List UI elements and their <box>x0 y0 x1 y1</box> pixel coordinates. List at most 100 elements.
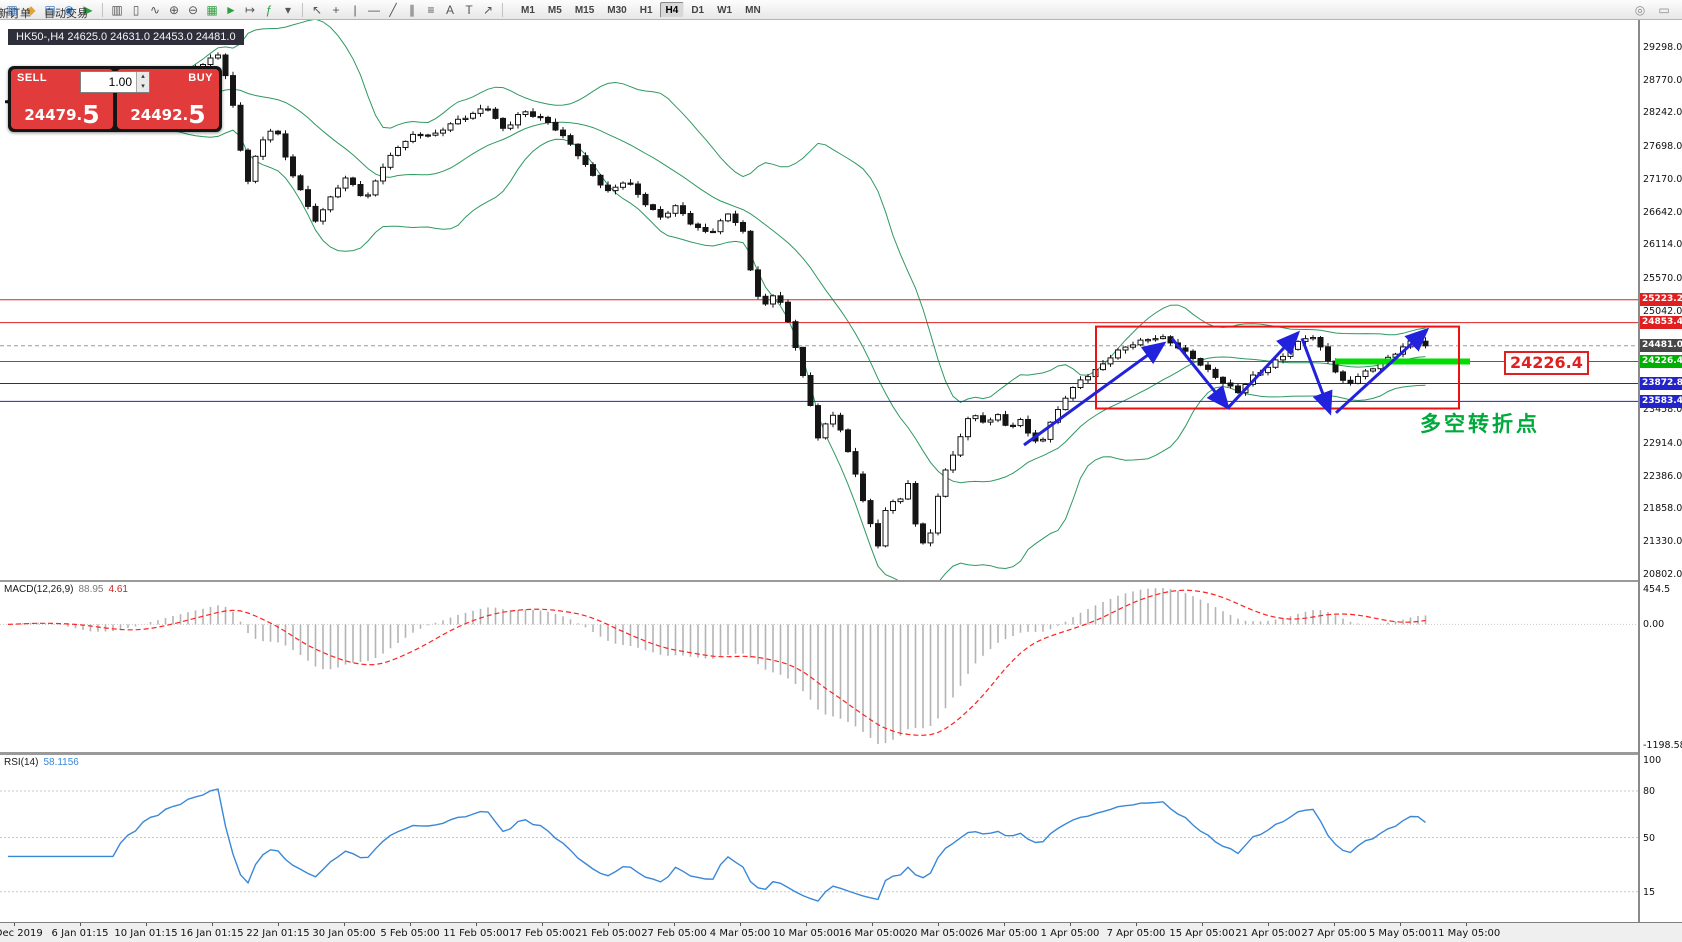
toolbar-separator <box>302 2 303 17</box>
time-axis-label: 17 Feb 05:00 <box>509 928 575 939</box>
auto-scroll-icon[interactable]: ► <box>222 1 240 19</box>
timeframe-d1[interactable]: D1 <box>691 4 705 16</box>
cursor-icon[interactable]: ↖ <box>308 1 326 19</box>
fibonacci-icon: ≡ <box>427 2 435 17</box>
macd-axis-label: -1198.58 <box>1643 740 1682 751</box>
line-chart-icon[interactable]: ∿ <box>146 1 164 19</box>
buy-price: 24492.5 <box>130 100 206 129</box>
timeframe-mn[interactable]: MN <box>745 4 761 16</box>
volume-down-icon[interactable]: ▾ <box>137 82 149 92</box>
timeframe-m1[interactable]: M1 <box>521 4 535 16</box>
timeframe-h1[interactable]: H1 <box>639 4 653 16</box>
indicators-dropdown-icon[interactable]: ▾ <box>279 1 297 19</box>
new-chart-icon: ▦ <box>6 2 18 17</box>
candlestick-chart-icon: ▯ <box>132 2 140 17</box>
macd-axis-label: 454.5 <box>1643 584 1671 595</box>
time-tick <box>542 923 543 926</box>
price-axis-label: 21858.0 <box>1643 503 1682 515</box>
time-tick <box>146 923 147 926</box>
search-icon[interactable]: ◎ <box>1634 2 1646 17</box>
channel-icon[interactable]: ∥ <box>403 1 421 19</box>
trend-arrow-2[interactable] <box>1170 337 1230 411</box>
toolbar-separator <box>102 2 103 17</box>
rsi-value: 58.1156 <box>43 757 79 768</box>
candlestick-chart-icon[interactable]: ▯ <box>127 1 145 19</box>
text-icon: A <box>445 2 454 17</box>
horizontal-line-icon[interactable]: ― <box>365 1 383 19</box>
timeframe-w1[interactable]: W1 <box>717 4 733 16</box>
arrows-icon[interactable]: ↗ <box>479 1 497 19</box>
trend-arrow-3[interactable] <box>1226 330 1301 409</box>
rsi-axis-label: 15 <box>1643 886 1656 898</box>
text-label-icon[interactable]: T <box>460 1 478 19</box>
macd-main-value: 88.95 <box>78 584 104 595</box>
time-tick <box>212 923 213 926</box>
indicators-dropdown-icon: ▾ <box>284 2 292 17</box>
time-tick <box>806 923 807 926</box>
zoom-out-icon[interactable]: ⊖ <box>184 1 202 19</box>
data-window-icon[interactable]: ▭ <box>1658 2 1670 17</box>
indicators-icon[interactable]: ƒ <box>260 1 278 19</box>
rsi-label: RSI(14) 58.1156 <box>4 757 84 768</box>
toolbar-buttons: ▦ ◆ 新订单 ▤ ◉ ▶ 自动交易 ▥ ▯ ∿ ⊕ ⊖ ▦ ► ↦ ƒ ▾ ↖ + | ― ╱ ∥ ≡ A T ↗ <box>0 1 507 21</box>
timeframe-m15[interactable]: M15 <box>574 4 595 16</box>
volume-up-icon[interactable]: ▴ <box>137 72 149 82</box>
toolbar-separator <box>502 2 503 17</box>
crosshair-icon[interactable]: + <box>327 1 345 19</box>
text-icon[interactable]: A <box>441 1 459 19</box>
autotrading-button[interactable]: ▶ 自动交易 <box>44 1 97 21</box>
fibonacci-icon[interactable]: ≡ <box>422 1 440 19</box>
time-axis-label: 11 Feb 05:00 <box>443 928 509 939</box>
refresh-icon: ◉ <box>63 2 75 17</box>
panel-splitter[interactable] <box>0 580 1682 582</box>
rsi-line <box>8 788 1426 902</box>
panel-splitter[interactable] <box>0 752 1682 755</box>
timeframe-m5[interactable]: M5 <box>547 4 562 16</box>
channel-icon: ∥ <box>409 2 415 17</box>
volume-spinner[interactable]: ▴ ▾ <box>136 72 149 92</box>
timeframe-m30[interactable]: M30 <box>607 4 627 16</box>
price-axis-label: 22914.0 <box>1643 437 1682 449</box>
new-order-button[interactable]: ◆ 新订单 <box>0 1 40 21</box>
profiles-icon[interactable]: ▤ <box>41 1 59 19</box>
timeframe-h4[interactable]: H4 <box>659 1 685 18</box>
price-line-label: 24226.4 <box>1640 355 1682 369</box>
time-tick <box>1334 923 1335 926</box>
tile-windows-icon: ▦ <box>206 2 218 17</box>
price-callout[interactable]: 24226.4 <box>1504 351 1589 375</box>
red-rectangle[interactable] <box>1095 325 1460 410</box>
price-axis[interactable]: 29298.0 28770.0 28242.0 27698.0 27170.0 26642… <box>1640 20 1682 922</box>
time-tick <box>80 923 81 926</box>
new-chart-icon[interactable]: ▦ <box>3 1 21 19</box>
price-line-label: 23872.8 <box>1640 376 1682 390</box>
trend-arrow-5[interactable] <box>1334 327 1430 414</box>
time-tick <box>1202 923 1203 926</box>
time-tick <box>1070 923 1071 926</box>
bar-chart-icon[interactable]: ▥ <box>108 1 126 19</box>
tile-windows-icon[interactable]: ▦ <box>203 1 221 19</box>
chart-shift-icon[interactable]: ↦ <box>241 1 259 19</box>
price-chart-canvas[interactable] <box>0 20 1640 580</box>
volume-field[interactable]: 1.00 ▴ ▾ <box>80 71 150 93</box>
refresh-icon[interactable]: ◉ <box>60 1 78 19</box>
zoom-in-icon[interactable]: ⊕ <box>165 1 183 19</box>
time-axis-label: 16 Mar 05:00 <box>838 928 906 939</box>
time-tick <box>278 923 279 926</box>
time-axis-label: 5 May 05:00 <box>1368 928 1432 939</box>
price-axis-label: 26642.0 <box>1643 206 1682 218</box>
price-axis-label: 21330.0 <box>1643 536 1682 548</box>
time-tick <box>1004 923 1005 926</box>
trendline-icon[interactable]: ╱ <box>384 1 402 19</box>
macd-panel[interactable]: MACD(12,26,9) 88.95 4.61 <box>0 582 1640 752</box>
vertical-line-icon: | <box>353 2 357 17</box>
vertical-line-icon[interactable]: | <box>346 1 364 19</box>
text-label-icon: T <box>465 2 473 17</box>
trend-arrow-1[interactable] <box>1023 341 1167 447</box>
trend-arrow-4[interactable] <box>1300 337 1333 416</box>
price-line-label: 24853.4 <box>1640 316 1682 330</box>
macd-signal-value: 4.61 <box>108 584 128 595</box>
toolbar-right: ◎ ▭ <box>1631 1 1679 19</box>
price-chart-panel[interactable]: HK50-,H4 24625.0 24631.0 24453.0 24481.0… <box>0 20 1640 580</box>
rsi-panel[interactable]: RSI(14) 58.1156 <box>0 755 1640 922</box>
